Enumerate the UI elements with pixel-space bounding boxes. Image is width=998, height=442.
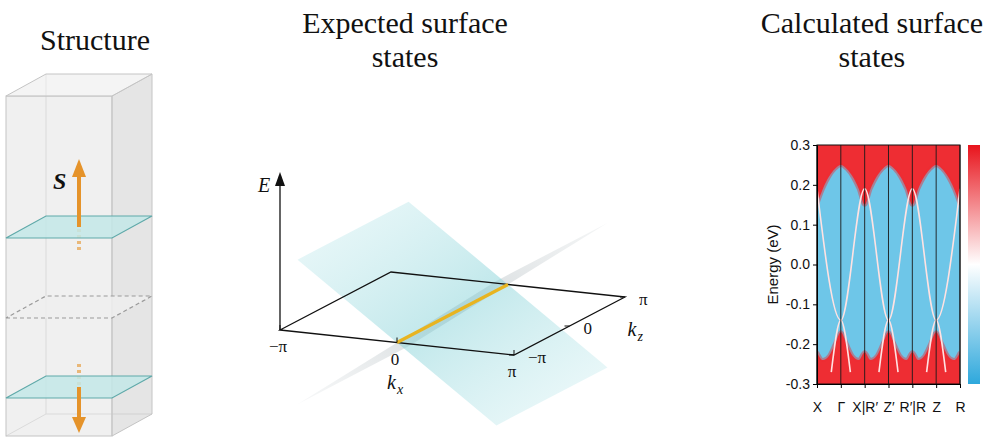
tick-mark (813, 304, 817, 305)
tick: X|R′ (852, 384, 878, 415)
figure: StructureSExpected surfacestatesE−π0π−π0… (0, 0, 998, 442)
panel-title: Expected surfacestates (302, 6, 508, 73)
panel-title: Structure (40, 23, 150, 56)
tick: X (813, 384, 823, 415)
axis-title: E (257, 174, 270, 196)
tick (514, 350, 515, 355)
tick-label: 0.0 (791, 256, 811, 272)
tick (280, 325, 281, 330)
grid-line (864, 145, 865, 384)
tick-mark (841, 384, 842, 388)
title-line: Structure (40, 23, 150, 56)
grid-line (840, 145, 841, 384)
tick-mark (813, 225, 817, 226)
axis-title: k (628, 318, 638, 340)
spin-label: S (53, 168, 66, 194)
tick: -0.3 (786, 376, 817, 392)
tick-label: -0.1 (786, 296, 810, 312)
title-line: Expected surface (302, 6, 508, 39)
axis-subscript: z (637, 329, 644, 344)
tick: 0.0 (791, 256, 817, 272)
tick: Z′ (883, 384, 895, 415)
tick-label: R′|R (900, 399, 926, 415)
tick-label: X|R′ (852, 399, 878, 415)
tick-label: Z (932, 399, 941, 415)
tick-mark (912, 384, 913, 388)
energy-axis-head (275, 172, 285, 186)
tick-mark (813, 185, 817, 186)
tick: R′|R (900, 384, 926, 415)
grid-line (936, 145, 937, 384)
axis-line (817, 146, 818, 385)
tick-mark (813, 344, 817, 345)
x-axis: XΓ X|R′ Z′ R′|R ZR (813, 384, 966, 415)
tick-mark (865, 384, 866, 388)
axis-subscript: x (396, 382, 404, 397)
chart-panel: Calculated surfacestates XΓ X|R′ Z′ R′|R ZR -0… (761, 6, 983, 415)
tick: R (955, 384, 965, 415)
box-top (6, 74, 152, 96)
tick: Z (932, 384, 941, 415)
axis-title: Energy (eV) (764, 224, 781, 304)
tick-label: 0 (584, 319, 593, 338)
expected-panel: Expected surfacestatesE−π0π−π0πkxkz (257, 6, 648, 425)
energy-axis (279, 182, 280, 330)
title-line: Calculated surface (761, 6, 983, 39)
spin-arrow (77, 387, 81, 419)
tick-mark (888, 384, 889, 388)
plot-background (817, 145, 960, 384)
tick-label: π (508, 362, 517, 381)
tick-mark (817, 384, 818, 388)
tick: -0.1 (786, 296, 817, 312)
tick-mark (813, 384, 817, 385)
tick-label: R (955, 399, 965, 415)
tick-label: X (813, 399, 823, 415)
tick-label: -0.3 (786, 376, 810, 392)
title-line: states (372, 40, 439, 73)
tick: 0.2 (791, 177, 817, 193)
spin-arrow-head (72, 417, 86, 433)
y-axis: -0.3 -0.2 -0.1 0.0 0.1 0.2 0.3 (786, 137, 818, 392)
tick-label: -0.2 (786, 336, 810, 352)
spin-arrow-head (72, 159, 86, 177)
tick (565, 326, 570, 327)
tick-label: Z′ (883, 399, 895, 415)
tick-label: −π (269, 337, 288, 356)
tick: 0.3 (791, 137, 817, 153)
tick-label: 0 (391, 350, 400, 369)
structure-panel: Structure S (6, 23, 152, 436)
nodal-line (397, 285, 508, 343)
plot-area (817, 145, 960, 384)
grid (817, 145, 960, 384)
dispersion-plane (298, 202, 608, 426)
axis-title: k (387, 371, 397, 393)
tick (509, 355, 514, 356)
plot-frame (817, 145, 960, 384)
tick-label: 0.1 (791, 217, 811, 233)
k-plane (280, 272, 625, 355)
spin-arrow (77, 175, 81, 227)
tick (620, 297, 625, 298)
box-edge (6, 74, 152, 436)
tick: 0.1 (791, 217, 817, 233)
tick-label: −π (528, 348, 547, 367)
colorbar (968, 145, 980, 384)
grid-line (888, 145, 889, 384)
panel-title: Calculated surfacestates (761, 6, 983, 73)
middle-plane (6, 296, 152, 318)
grid-line (912, 145, 913, 384)
tick (397, 338, 398, 343)
title-line: states (839, 40, 906, 73)
tick-mark (813, 265, 817, 266)
tick-label: Γ (837, 399, 845, 415)
tick: -0.2 (786, 336, 817, 352)
tick-label: 0.3 (791, 137, 811, 153)
tick-label: π (639, 290, 648, 309)
tick: Γ (837, 384, 845, 415)
tick-mark (936, 384, 937, 388)
tick-mark (960, 384, 961, 388)
tick-label: 0.2 (791, 177, 811, 193)
tick-mark (813, 145, 817, 146)
